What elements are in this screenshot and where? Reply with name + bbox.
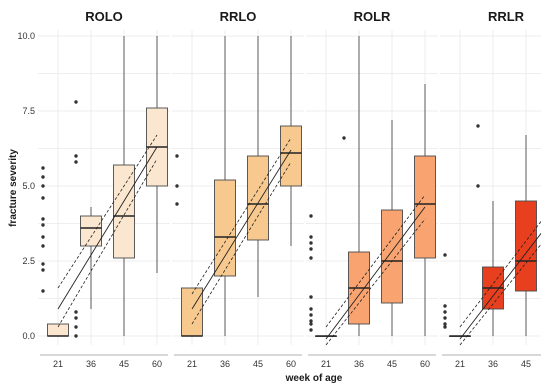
x-tick-label: 21 (53, 359, 63, 369)
outlier-point (443, 322, 447, 326)
trend-line (191, 149, 292, 310)
x-tick-label: 60 (286, 359, 296, 369)
outlier-point (443, 304, 447, 308)
facet-title: RRLO (220, 9, 257, 24)
y-tick-label: 5.0 (22, 181, 35, 191)
outlier-point (41, 268, 45, 272)
outlier-point (309, 307, 313, 311)
x-tick-label: 21 (187, 359, 197, 369)
outlier-point (175, 202, 179, 206)
outlier-point (309, 295, 313, 299)
x-tick-label: 21 (321, 359, 331, 369)
box (80, 215, 102, 247)
box (181, 287, 203, 337)
x-tick-label: 60 (152, 359, 162, 369)
outlier-point (41, 217, 45, 221)
outlier-point (309, 319, 313, 323)
facet-title: RRLR (488, 9, 525, 24)
outlier-point (41, 244, 45, 248)
y-tick-label: 10.0 (17, 31, 35, 41)
ci-lower-line (191, 161, 292, 325)
outlier-point (175, 184, 179, 188)
x-tick-label: 45 (119, 359, 129, 369)
y-tick-label: 7.5 (22, 106, 35, 116)
outlier-point (74, 154, 78, 158)
x-tick-label: 21 (455, 359, 465, 369)
facet-title: ROLO (85, 9, 123, 24)
y-tick-label: 0.0 (22, 331, 35, 341)
outlier-point (309, 247, 313, 251)
x-axis-title: week of age (285, 373, 343, 383)
outlier-point (41, 175, 45, 179)
ci-upper-line (191, 137, 292, 295)
x-tick-label: 36 (354, 359, 364, 369)
outlier-point (41, 166, 45, 170)
ci-upper-line (459, 220, 541, 328)
outlier-point (309, 328, 313, 332)
outlier-point (309, 241, 313, 245)
box (247, 155, 269, 241)
box (280, 125, 302, 187)
outlier-point (476, 184, 480, 188)
ci-lower-line (325, 218, 426, 346)
ci-lower-line (459, 243, 541, 346)
box (47, 323, 69, 337)
outlier-point (342, 136, 346, 140)
trend-line (459, 232, 541, 340)
x-tick-label: 36 (220, 359, 230, 369)
y-axis-title: fracture severity (8, 149, 19, 227)
outlier-point (175, 154, 179, 158)
x-tick-label: 36 (86, 359, 96, 369)
outlier-point (309, 214, 313, 218)
outlier-point (41, 235, 45, 239)
outlier-point (443, 253, 447, 257)
outlier-point (41, 196, 45, 200)
outlier-point (41, 223, 45, 227)
outlier-point (309, 235, 313, 239)
outlier-point (443, 325, 447, 329)
x-tick-label: 60 (420, 359, 430, 369)
outlier-point (443, 310, 447, 314)
facet-title: ROLR (354, 9, 391, 24)
outlier-point (74, 334, 78, 338)
outlier-point (74, 160, 78, 164)
ci-lower-line (57, 158, 158, 328)
outlier-point (74, 310, 78, 314)
outlier-point (41, 184, 45, 188)
outlier-point (74, 325, 78, 329)
outlier-point (74, 316, 78, 320)
x-tick-label: 45 (521, 359, 531, 369)
outlier-point (41, 289, 45, 293)
box (113, 164, 135, 259)
outlier-point (309, 256, 313, 260)
box (381, 209, 403, 304)
outlier-point (309, 313, 313, 317)
plot-layer (41, 36, 541, 346)
y-tick-label: 2.5 (22, 256, 35, 266)
box (214, 179, 236, 277)
outlier-point (476, 124, 480, 128)
x-tick-label: 45 (387, 359, 397, 369)
trend-line (57, 146, 158, 310)
outlier-point (74, 100, 78, 104)
label-layer: 0.0 2.5 5.0 7.5 10.0 ROLO 21 36 45 60 RRLO 21 36 45 60… (17, 9, 531, 369)
outlier-point (443, 316, 447, 320)
trend-line (325, 206, 426, 340)
x-tick-label: 36 (488, 359, 498, 369)
ci-upper-line (325, 194, 426, 328)
box (515, 200, 537, 292)
outlier-point (309, 322, 313, 326)
ci-upper-line (57, 134, 158, 289)
x-tick-label: 45 (253, 359, 263, 369)
outlier-point (41, 262, 45, 266)
